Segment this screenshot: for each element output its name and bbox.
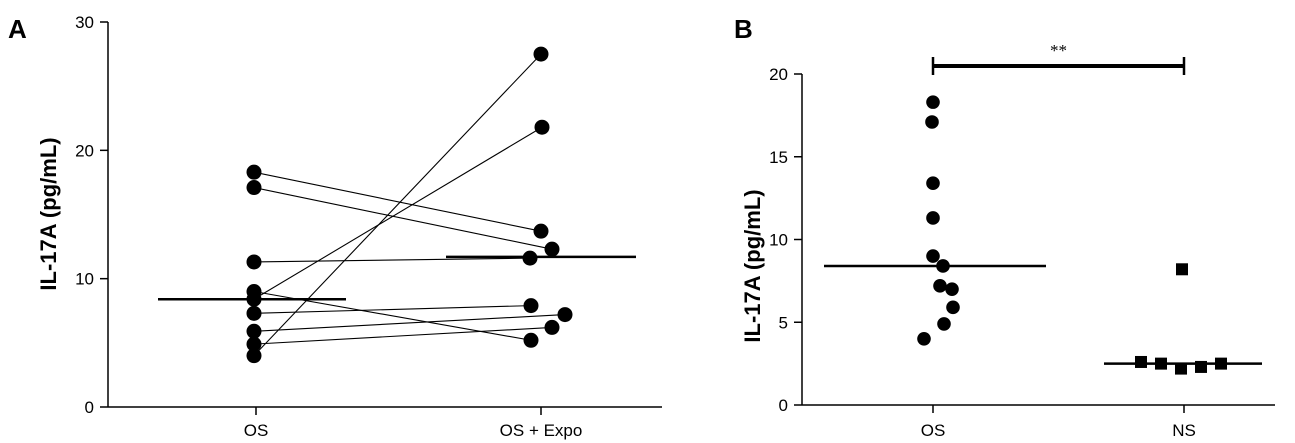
panel-b-point-ns (1195, 360, 1207, 373)
panel-b-point-os (946, 300, 960, 315)
panel-b-label: B (734, 14, 753, 44)
panel-a-y-tick-label: 0 (85, 398, 94, 417)
panel-a-point-os (246, 180, 262, 196)
significance-label: ** (1050, 41, 1067, 60)
panel-a-point-os (246, 164, 262, 180)
panel-b-x-tick-label: NS (1172, 421, 1196, 440)
panel-b-point-os (917, 332, 931, 346)
panel-a: A IL-17A (pg/mL) 0 10 20 30 OS OS + Expo (8, 13, 662, 440)
panel-a-y-tick-label: 20 (75, 141, 94, 160)
panel-a-point-os-expo (523, 332, 539, 348)
panel-b: B IL-17A (pg/mL) 0 5 10 15 20 OS NS ** (734, 14, 1275, 440)
panel-a-point-os (246, 348, 262, 364)
panel-a-point-os-expo (522, 250, 538, 266)
panel-a-x-tick-label: OS (244, 421, 269, 440)
panel-a-point-os (246, 323, 262, 339)
panel-a-point-os-expo (523, 298, 539, 314)
panel-a-point-os-expo (533, 46, 549, 62)
panel-a-pair-line (253, 53, 542, 357)
panel-b-point-ns (1176, 263, 1188, 276)
panel-b-point-os (926, 249, 940, 263)
panel-a-pair-line (253, 314, 566, 332)
panel-a-point-os (246, 336, 262, 352)
panel-a-x-tick-label: OS + Expo (500, 421, 583, 440)
panel-b-point-os (933, 279, 947, 293)
panel-b-y-tick-label: 15 (769, 148, 788, 167)
panel-b-y-tick-label: 5 (779, 313, 788, 332)
panel-b-point-ns (1155, 357, 1167, 370)
panel-b-y-tick-label: 10 (769, 231, 788, 250)
panel-a-pair-line (253, 257, 531, 263)
panel-a-point-os (246, 254, 262, 270)
panel-a-point-os-expo (534, 119, 550, 135)
panel-b-x-tick-label: OS (921, 421, 946, 440)
panel-a-point-os-expo (557, 307, 573, 323)
panel-a-y-axis-label: IL-17A (pg/mL) (36, 137, 61, 290)
panel-b-y-tick-label: 0 (779, 396, 788, 415)
panel-b-y-axis-label: IL-17A (pg/mL) (740, 189, 765, 342)
panel-a-label: A (8, 14, 27, 44)
panel-a-y-tick-label: 10 (75, 270, 94, 289)
panel-a-point-os-expo (533, 223, 549, 239)
panel-b-point-os (936, 259, 950, 273)
panel-a-point-os-expo (544, 241, 560, 257)
panel-a-pair-line (253, 326, 553, 345)
panel-a-point-os (246, 291, 262, 307)
panel-b-point-os (926, 95, 940, 109)
panel-a-pair-line (253, 126, 543, 300)
panel-a-point-os (246, 305, 262, 321)
panel-b-point-os (945, 282, 959, 296)
panel-b-point-ns (1135, 355, 1147, 368)
panel-a-pair-line (253, 171, 542, 232)
panel-b-point-os (925, 115, 939, 129)
panel-b-point-os (937, 317, 951, 331)
panel-a-point-os-expo (544, 319, 560, 335)
panel-b-point-os (926, 176, 940, 191)
panel-b-point-ns (1175, 362, 1187, 375)
panel-b-point-os (926, 211, 940, 225)
panel-a-pair-line (253, 187, 553, 250)
panel-b-point-ns (1215, 357, 1227, 370)
panel-a-y-tick-label: 30 (75, 13, 94, 32)
panel-a-pair-line (253, 305, 532, 314)
panel-b-y-tick-label: 20 (769, 65, 788, 84)
